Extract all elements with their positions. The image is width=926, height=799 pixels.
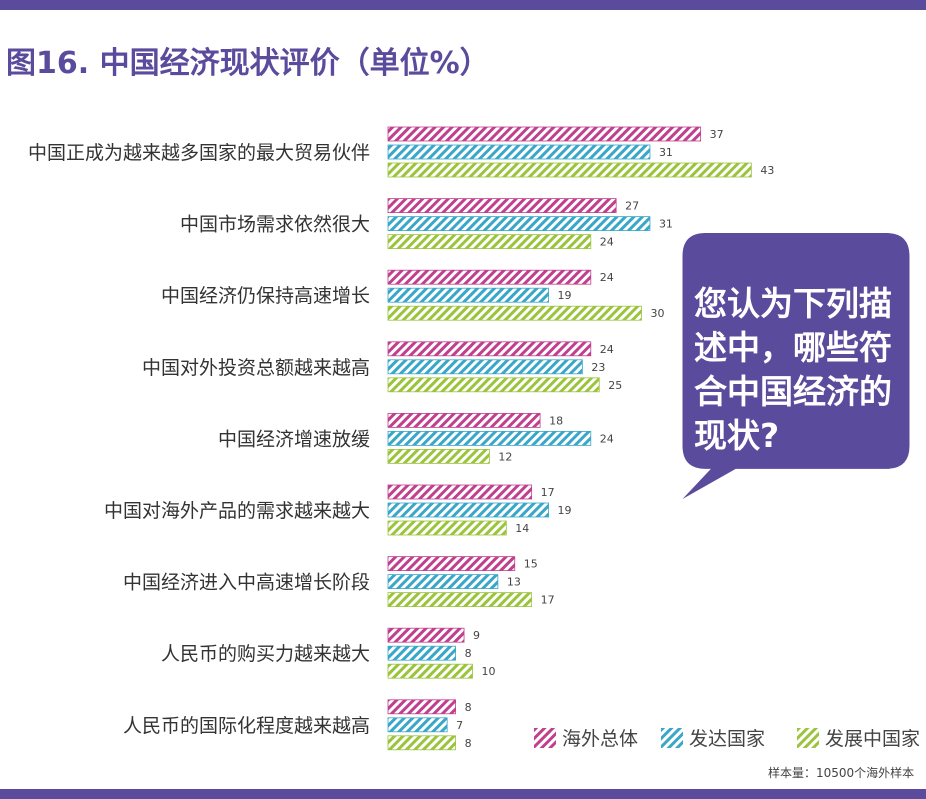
bar-developing — [387, 305, 642, 321]
bar-overall — [387, 699, 456, 715]
bar-overall — [387, 341, 592, 357]
category-label: 中国经济仍保持高速增长 — [161, 285, 370, 307]
bar-overall — [387, 484, 533, 500]
category-label: 人民币的购买力越来越大 — [161, 643, 370, 665]
bar-developed — [387, 717, 448, 733]
bar-developed — [387, 430, 592, 446]
category-label: 人民币的国际化程度越来越高 — [123, 715, 370, 737]
value-label: 31 — [659, 218, 673, 231]
legend-label-developing: 发展中国家 — [825, 728, 921, 750]
value-label: 27 — [625, 200, 639, 213]
bar-developing — [387, 735, 456, 751]
value-label: 7 — [456, 719, 463, 732]
bar-developed — [387, 216, 651, 232]
legend-swatch-developing — [797, 727, 819, 748]
bar-developing — [387, 663, 473, 679]
bar-developing — [387, 234, 592, 250]
bar-overall — [387, 412, 541, 428]
value-label: 8 — [465, 647, 472, 660]
value-label: 13 — [507, 576, 521, 589]
value-label: 18 — [549, 414, 563, 427]
legend-label-developed: 发达国家 — [689, 728, 766, 750]
bar-developed — [387, 287, 549, 303]
value-label: 43 — [760, 164, 774, 177]
bar-overall — [387, 198, 617, 214]
value-label: 8 — [465, 737, 472, 750]
value-label: 31 — [659, 146, 673, 159]
bar-overall — [387, 556, 516, 571]
category-label: 中国市场需求依然很大 — [180, 214, 370, 236]
chart-title: 图16. 中国经济现状评价（单位%） — [6, 46, 490, 81]
value-label: 10 — [482, 665, 496, 678]
bar-overall — [387, 126, 702, 142]
bar-developing — [387, 448, 490, 464]
sample-size-note: 样本量：10500个海外样本 — [768, 766, 915, 780]
legend-swatch-overall — [534, 727, 556, 748]
bar-developed — [387, 359, 583, 375]
bar-developed — [387, 645, 456, 661]
value-label: 37 — [710, 128, 724, 141]
value-label: 23 — [591, 361, 605, 374]
value-label: 30 — [651, 307, 665, 320]
value-label: 9 — [473, 629, 480, 642]
value-label: 17 — [541, 594, 555, 607]
value-label: 19 — [558, 289, 572, 302]
top-border — [0, 0, 926, 10]
bar-developing — [387, 592, 533, 607]
bar-overall — [387, 627, 465, 643]
category-label: 中国经济进入中高速增长阶段 — [123, 572, 370, 594]
category-label: 中国正成为越来越多国家的最大贸易伙伴 — [28, 142, 370, 164]
legend-item-overall: 海外总体 — [534, 724, 638, 751]
speech-bubble — [682, 233, 910, 499]
legend-item-developing: 发展中国家 — [797, 724, 920, 751]
legend-swatch-developed — [661, 727, 683, 748]
bottom-border — [0, 789, 926, 799]
value-label: 17 — [541, 486, 555, 499]
value-label: 12 — [498, 450, 512, 463]
bar-developing — [387, 377, 600, 393]
value-label: 24 — [600, 271, 614, 284]
legend-label-overall: 海外总体 — [562, 728, 639, 750]
bar-developing — [387, 162, 752, 178]
value-label: 25 — [608, 379, 622, 392]
category-label: 中国经济增速放缓 — [218, 428, 370, 450]
value-label: 24 — [600, 236, 614, 249]
bar-developing — [387, 520, 507, 536]
bar-developed — [387, 574, 499, 589]
value-label: 14 — [515, 522, 529, 535]
legend-item-developed: 发达国家 — [661, 724, 765, 751]
bar-overall — [387, 269, 592, 285]
value-label: 24 — [600, 432, 614, 445]
value-label: 15 — [524, 558, 538, 571]
callout-question: 您认为下列描 述中，哪些符 合中国经济的 现状? — [694, 284, 892, 455]
value-label: 8 — [465, 701, 472, 714]
bar-developed — [387, 502, 549, 518]
value-label: 24 — [600, 343, 614, 356]
category-label: 中国对外投资总额越来越高 — [142, 357, 370, 379]
bar-developed — [387, 144, 651, 160]
category-label: 中国对海外产品的需求越来越大 — [104, 500, 370, 522]
value-label: 19 — [558, 504, 572, 517]
